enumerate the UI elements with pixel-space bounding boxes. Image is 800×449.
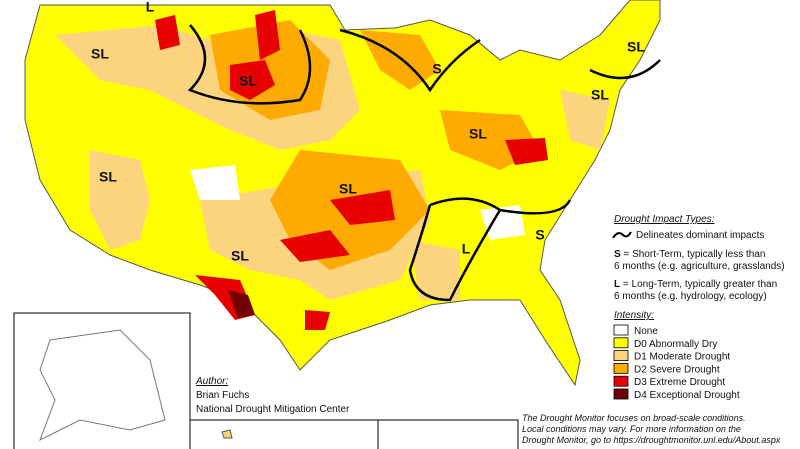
- intensity-legend-title: Intensity:: [614, 310, 654, 321]
- author-heading: Author:: [195, 376, 228, 387]
- impact-label: S: [432, 61, 441, 77]
- intensity-swatch: [613, 337, 629, 349]
- long-term-key: L: [614, 279, 620, 290]
- impact-label: SL: [591, 87, 609, 103]
- impact-label: SL: [99, 169, 117, 185]
- intensity-label: D0 Abnormally Dry: [634, 339, 717, 350]
- short-term-text: 6 months (e.g. agriculture, grasslands): [614, 261, 785, 272]
- impact-line-label: Delineates dominant impacts: [636, 230, 764, 241]
- impact-label: SL: [91, 46, 109, 62]
- note-line: The Drought Monitor focuses on broad-sca…: [522, 413, 746, 423]
- note-line: Local conditions may vary. For more info…: [522, 424, 741, 434]
- impact-label: SL: [469, 126, 487, 142]
- impact-line-symbol: [612, 231, 632, 239]
- hawaii: [221, 429, 233, 439]
- short-term-text: = Short-Term, typically less than: [623, 249, 765, 260]
- author-org: National Drought Mitigation Center: [196, 404, 350, 415]
- drought-areas: [55, 10, 610, 330]
- impact-label: SL: [627, 39, 645, 55]
- intensity-label: D2 Severe Drought: [634, 364, 720, 375]
- intensity-swatch: [613, 362, 629, 374]
- alaska: [39, 329, 166, 442]
- intensity-label: D1 Moderate Drought: [634, 352, 730, 363]
- impact-label: SL: [231, 248, 249, 264]
- note-line: Drought Monitor, go to https://droughtmo…: [522, 435, 781, 445]
- intensity-label: None: [634, 326, 658, 337]
- short-term-key: S: [614, 249, 621, 260]
- intensity-swatch: [613, 375, 629, 387]
- intensity-label: D3 Extreme Drought: [634, 377, 725, 388]
- impact-label: SL: [239, 73, 257, 89]
- impact-lines: [187, 24, 661, 302]
- intensity-swatch: [613, 350, 629, 362]
- impact-label: L: [462, 241, 471, 257]
- impact-label: S: [535, 227, 544, 243]
- long-term-text: = Long-Term, typically greater than: [623, 279, 777, 290]
- impact-label: SL: [339, 181, 357, 197]
- long-term-text: 6 months (e.g. hydrology, ecology): [614, 291, 767, 302]
- pr-inset: [377, 419, 519, 449]
- intensity-swatch: [613, 388, 629, 400]
- long-term-line: L = Long-Term, typically greater than: [614, 279, 777, 290]
- hawaii-inset: [189, 419, 379, 449]
- intensity-swatch: [613, 324, 629, 336]
- impact-legend-title: Drought Impact Types:: [614, 214, 715, 225]
- impact-label: L: [146, 0, 155, 15]
- intensity-label: D4 Exceptional Drought: [634, 390, 740, 401]
- short-term-line: S = Short-Term, typically less than: [614, 249, 765, 260]
- author-name: Brian Fuchs: [196, 390, 249, 401]
